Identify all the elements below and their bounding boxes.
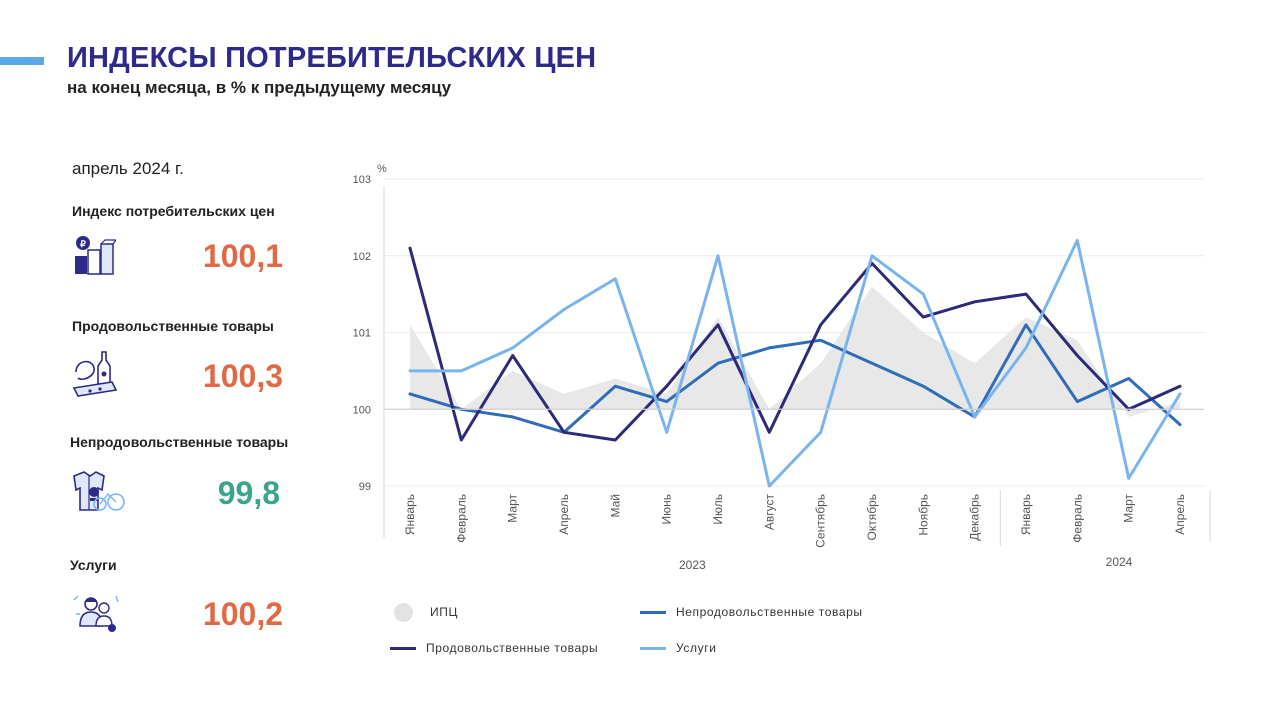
x-tick-label: Июнь xyxy=(660,494,674,525)
legend-marker-services xyxy=(640,647,666,650)
legend-label-food: Продовольственные товары xyxy=(426,641,599,655)
x-tick-label: Март xyxy=(1122,494,1136,523)
svg-text:₽: ₽ xyxy=(80,239,86,249)
page-title: ИНДЕКСЫ ПОТРЕБИТЕЛЬСКИХ ЦЕН xyxy=(67,42,597,74)
page-subtitle: на конец месяца, в % к предыдущему месяц… xyxy=(67,78,452,97)
x-tick-label: Январь xyxy=(1019,494,1033,535)
food-products-icon xyxy=(72,351,118,397)
legend-label-cpi: ИПЦ xyxy=(430,605,458,619)
cpi-area-layer xyxy=(410,286,1180,417)
x-tick-label: Декабрь xyxy=(968,494,982,541)
x-tick-label: Август xyxy=(762,494,776,531)
series-line-0 xyxy=(408,323,1182,434)
coins-boxes-icon: ₽ xyxy=(75,236,116,275)
legend-marker-food xyxy=(390,647,416,650)
period-label: апрель 2024 г. xyxy=(72,159,184,178)
legend-marker-nonfood xyxy=(640,611,666,614)
x-tick-label: Май xyxy=(608,494,622,518)
cpi-value: 100,1 xyxy=(202,238,283,274)
x-tick-label: Апрель xyxy=(1173,494,1187,535)
food-label: Продовольственные товары xyxy=(72,318,274,334)
non-food-products-icon xyxy=(73,471,125,511)
legend-label-services: Услуги xyxy=(676,641,717,655)
series-line-2 xyxy=(408,238,1182,488)
cpi-line-chart: % 99 100 101 102 103 Январь Февраль Март Апрель М… xyxy=(353,163,1211,572)
x-tick-label: Апрель xyxy=(557,494,571,535)
nonfood-label: Непродовольственные товары xyxy=(70,434,289,450)
x-tick-label: Сентябрь xyxy=(814,494,828,548)
y-axis-unit: % xyxy=(377,163,387,175)
x-tick-label: Июль xyxy=(711,494,725,525)
series-line-1 xyxy=(408,246,1182,442)
legend-label-nonfood: Непродовольственные товары xyxy=(676,605,863,619)
food-value: 100,3 xyxy=(202,358,283,394)
x-tick-label: Октябрь xyxy=(865,494,879,541)
cpi-label: Индекс потребительских цен xyxy=(72,203,275,219)
x-tick-label: Февраль xyxy=(1070,494,1084,543)
y-tick-100: 100 xyxy=(353,404,371,416)
x-tick-label: Февраль xyxy=(454,494,468,543)
cpi-area xyxy=(410,286,1180,417)
x-tick-label: Январь xyxy=(403,494,417,535)
services-value: 100,2 xyxy=(202,596,283,632)
x-tick-label: Ноябрь xyxy=(916,494,930,536)
y-tick-102: 102 xyxy=(353,251,371,263)
nonfood-value: 99,8 xyxy=(217,475,280,511)
year-label-2023: 2023 xyxy=(679,558,706,572)
chart-axes: 99 100 101 102 103 Январь Февраль Март Апрель Май… xyxy=(353,174,1211,572)
y-tick-101: 101 xyxy=(353,328,371,340)
services-icon xyxy=(73,595,119,632)
services-label: Услуги xyxy=(70,557,117,573)
legend-marker-cpi xyxy=(394,603,413,622)
y-tick-99: 99 xyxy=(359,481,371,493)
chart-grid xyxy=(384,178,1204,487)
y-tick-103: 103 xyxy=(353,174,371,186)
x-tick-label: Март xyxy=(506,494,520,523)
accent-bar xyxy=(0,57,44,65)
series-lines-layer xyxy=(408,238,1182,488)
year-label-2024: 2024 xyxy=(1106,555,1133,569)
